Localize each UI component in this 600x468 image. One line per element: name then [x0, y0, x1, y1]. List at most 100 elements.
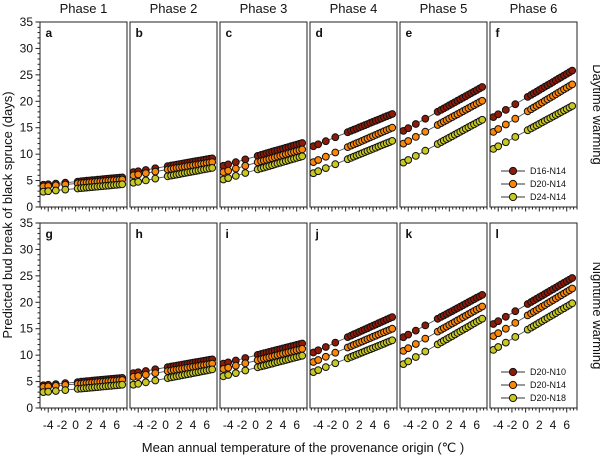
legend-marker-D20-N10	[508, 367, 518, 377]
legend-marker-D24-N14	[508, 192, 518, 202]
data-point-marker	[478, 96, 487, 105]
y-tick-label: 30	[20, 242, 34, 256]
panel-letter-a: a	[46, 26, 53, 40]
panel-letter-j: j	[315, 227, 319, 241]
data-point-marker	[501, 338, 510, 347]
row-label-nighttime: Nighttime warming	[590, 262, 600, 370]
panel-letter-l: l	[496, 227, 499, 241]
data-point-marker	[298, 351, 307, 360]
data-point-marker	[44, 387, 53, 396]
data-point-marker	[314, 156, 323, 164]
data-point-marker	[224, 363, 233, 372]
data-point-marker	[568, 274, 577, 282]
legend-label-D20-N14: D20-N14	[530, 380, 566, 390]
data-point-marker	[331, 348, 340, 357]
data-point-marker	[314, 356, 323, 364]
series-D24-N14	[129, 164, 217, 187]
data-point-marker	[501, 312, 510, 321]
data-point-marker	[118, 380, 127, 389]
data-point-marker	[298, 152, 307, 161]
data-point-marker	[51, 186, 60, 195]
legend-marker-D20-N14	[508, 179, 518, 189]
series-D16-N14	[309, 110, 397, 151]
panel-letter-k: k	[406, 227, 413, 241]
panel-letter-c: c	[226, 26, 233, 40]
y-tick-label: 35	[20, 15, 34, 29]
data-point-marker	[151, 376, 160, 385]
y-axis-row-2: 0 5 10 15 20 25 30 35	[20, 216, 40, 415]
x-tick-label: 6	[473, 418, 480, 432]
x-tick-label: 0	[342, 418, 349, 432]
panel-letter-f: f	[496, 26, 501, 40]
data-point-marker	[224, 174, 233, 183]
data-point-marker	[321, 152, 330, 161]
data-point-marker	[404, 357, 413, 366]
legend-label-D20-N14: D20-N14	[530, 179, 566, 189]
data-point-marker	[141, 176, 150, 185]
panel-letter-e: e	[406, 26, 413, 40]
series-D20-N18	[129, 365, 217, 389]
data-point-marker	[208, 164, 217, 172]
y-tick-label: 15	[20, 121, 34, 135]
panel-frame	[219, 21, 308, 208]
series-D20-N10	[489, 274, 577, 328]
data-point-marker	[44, 187, 53, 196]
panel-letter-h: h	[136, 227, 143, 241]
legend-label-D16-N14: D16-N14	[530, 166, 566, 176]
legend-marker-D20-N14	[508, 380, 518, 390]
x-tick-label: 0	[162, 418, 169, 432]
y-tick-label: 10	[20, 348, 34, 362]
data-point-marker	[478, 115, 487, 124]
series-D16-N14	[219, 139, 307, 170]
data-point-marker	[231, 361, 240, 370]
x-tick-label: 2	[536, 418, 543, 432]
panel-a: a	[39, 21, 128, 212]
data-point-marker	[388, 123, 397, 132]
panel-letter-d: d	[316, 26, 323, 40]
panel-letter-i: i	[226, 227, 229, 241]
data-point-marker	[478, 291, 487, 299]
panel-d: d	[309, 21, 398, 212]
data-point-marker	[134, 379, 143, 388]
legend-row-1: D16-N14 D20-N14 D24-N14	[501, 166, 566, 202]
data-point-marker	[494, 343, 503, 351]
series-D16-N14	[399, 83, 487, 135]
x-tick-label: -4	[313, 418, 324, 432]
data-point-marker	[208, 365, 217, 374]
data-point-marker	[134, 177, 143, 186]
series-D24-N14	[399, 115, 487, 167]
x-tick-label: 2	[176, 418, 183, 432]
data-point-marker	[241, 155, 250, 164]
panel-e: e	[399, 21, 488, 212]
x-tick-label: -2	[327, 418, 338, 432]
data-point-marker	[231, 164, 240, 173]
legend-label-D20-N18: D20-N18	[530, 393, 566, 403]
series-D20-N18	[399, 314, 487, 369]
series-D24-N14	[39, 180, 127, 196]
legend-label-D20-N10: D20-N10	[530, 367, 566, 377]
data-point-marker	[421, 146, 430, 155]
data-point-marker	[501, 324, 510, 333]
data-point-marker	[331, 160, 340, 169]
series-D20-N14	[489, 80, 577, 136]
phase-title-1: Phase 1	[60, 1, 108, 16]
data-point-marker	[224, 160, 233, 169]
data-point-marker	[314, 366, 323, 375]
data-point-marker	[404, 330, 413, 339]
data-point-marker	[511, 319, 520, 327]
data-point-marker	[331, 359, 340, 368]
panel-g: g -4 -2 0 2 4 6	[39, 222, 128, 432]
x-tick-label: 2	[266, 418, 273, 432]
x-tick-label: 4	[190, 418, 197, 432]
panel-c: c	[219, 21, 308, 212]
series-D20-N14	[309, 324, 397, 366]
data-point-marker	[331, 133, 340, 142]
data-point-marker	[494, 110, 503, 119]
phase-title-6: Phase 6	[510, 1, 558, 16]
x-tick-label: 0	[432, 418, 439, 432]
data-point-marker	[411, 326, 420, 335]
x-tick-label: 0	[72, 418, 79, 432]
data-point-marker	[388, 324, 397, 333]
